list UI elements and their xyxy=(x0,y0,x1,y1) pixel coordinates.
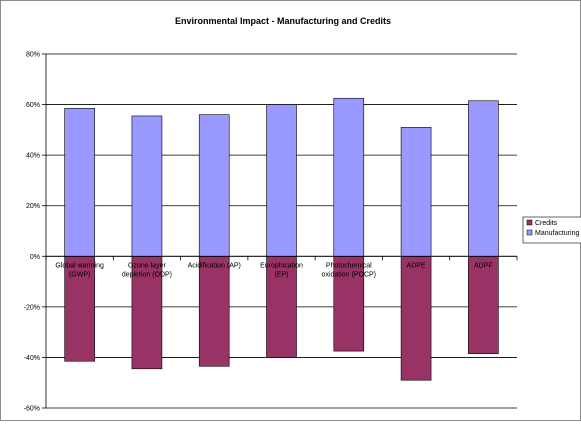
bar-credits-6 xyxy=(468,255,499,354)
bar-credits-3 xyxy=(266,255,297,358)
y-tick-label: 80% xyxy=(26,52,40,59)
bar-manufacturing-0 xyxy=(64,108,95,257)
y-tick-label: 20% xyxy=(26,203,40,210)
legend: Credits Manufacturing xyxy=(522,216,581,244)
bar-credits-5 xyxy=(400,255,432,381)
y-tick-label: 40% xyxy=(26,153,40,160)
axis-layer: -60% -40% -20% 0% 20% 40% 60% 80% xyxy=(24,52,518,413)
bar-manufacturing-5 xyxy=(400,127,432,257)
bar-manufacturing-3 xyxy=(266,104,297,257)
label-layer: Global warming (GWP) Ozone layer depletion … xyxy=(55,262,492,278)
category-label: Photochemical oxidation (POCP) xyxy=(322,262,376,278)
y-tick-label: 0% xyxy=(30,254,40,261)
category-label: Global warming (GWP) xyxy=(55,262,104,278)
category-label: Acidification (AP) xyxy=(188,262,241,269)
category-label: ADPF xyxy=(474,262,493,269)
category-label: Ozone layer depletion (ODP) xyxy=(122,262,172,278)
bar-manufacturing-1 xyxy=(131,115,163,257)
y-tick-label: 60% xyxy=(26,102,40,109)
y-tick-label: -20% xyxy=(24,304,40,311)
y-tick-label: -60% xyxy=(24,406,40,413)
legend-label-manufacturing: Manufacturing xyxy=(535,230,579,237)
legend-label-credits: Credits xyxy=(535,220,558,227)
chart-title: Environmental Impact - Manufacturing and… xyxy=(175,16,391,26)
bar-layer xyxy=(64,97,499,381)
bar-manufacturing-2 xyxy=(198,114,230,257)
category-label: ADPE xyxy=(407,262,426,269)
category-label: Europhication (EP) xyxy=(260,262,303,278)
bar-credits-2 xyxy=(198,255,230,367)
legend-swatch-credits xyxy=(526,219,533,226)
bar-credits-0 xyxy=(64,255,95,362)
bar-manufacturing-4 xyxy=(333,97,365,257)
y-tick-label: -40% xyxy=(24,355,40,362)
bar-credits-1 xyxy=(131,255,163,370)
legend-swatch-manufacturing xyxy=(526,229,533,236)
bar-manufacturing-6 xyxy=(468,100,499,257)
legend-box xyxy=(522,216,581,244)
